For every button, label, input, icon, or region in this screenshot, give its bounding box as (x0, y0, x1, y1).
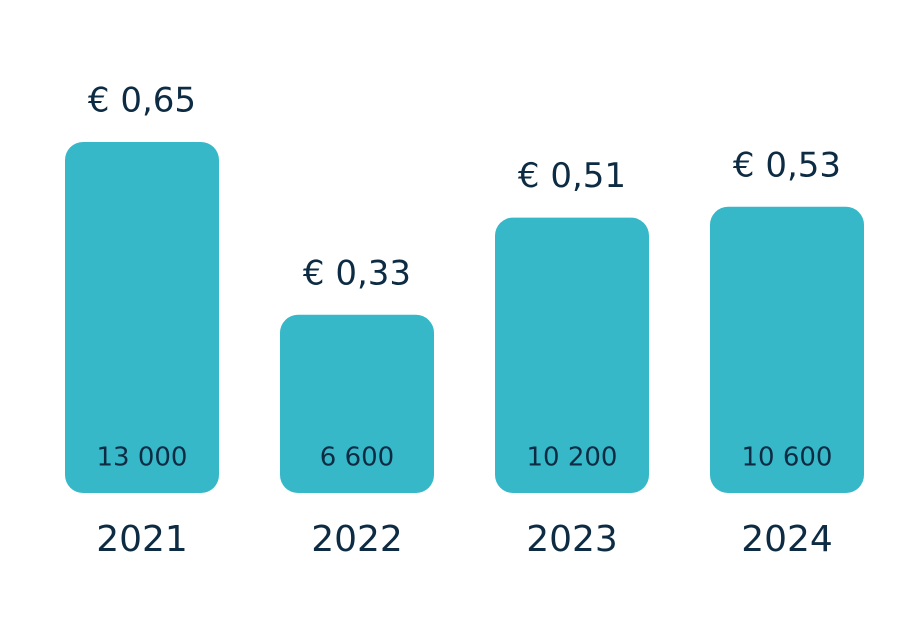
bar (65, 142, 219, 493)
price-label: € 0,65 (88, 81, 196, 121)
x-tick-label: 2022 (311, 519, 403, 560)
bar (280, 314, 434, 493)
price-label: € 0,53 (733, 145, 841, 185)
bar-value-label: 6 600 (320, 443, 394, 473)
bar-value-label: 13 000 (97, 443, 188, 473)
bar-value-label: 10 600 (742, 443, 833, 473)
bar (495, 217, 649, 493)
x-tick-label: 2024 (741, 519, 833, 560)
bar-value-label: 10 200 (527, 443, 618, 473)
x-tick-label: 2023 (526, 519, 618, 560)
bar (710, 206, 864, 494)
price-label: € 0,33 (303, 253, 411, 293)
x-tick-label: 2021 (96, 519, 188, 560)
price-label: € 0,51 (518, 156, 626, 196)
